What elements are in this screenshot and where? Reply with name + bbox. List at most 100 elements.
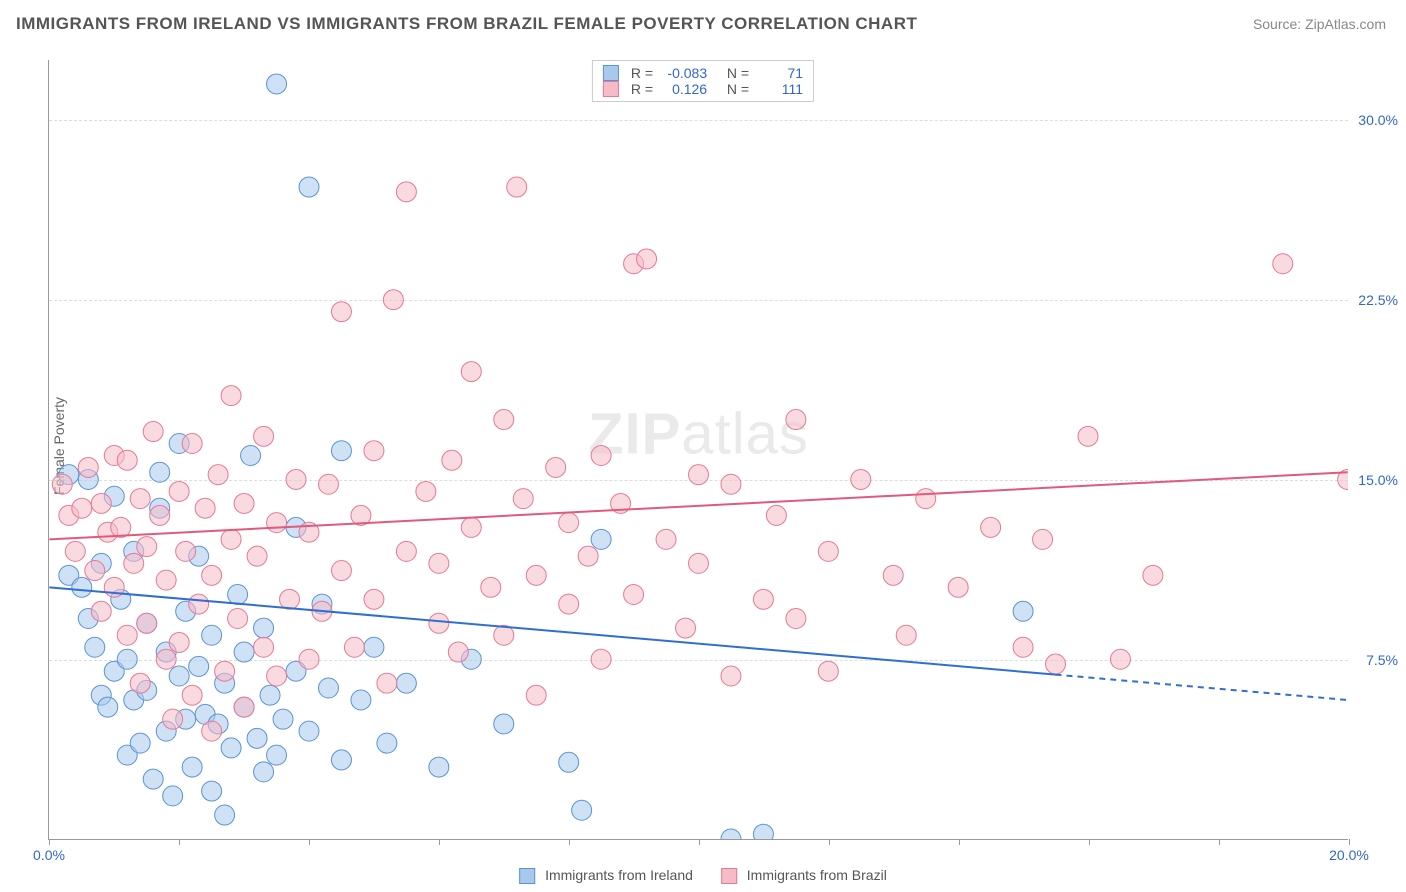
point-brazil [117, 625, 137, 645]
point-brazil [234, 493, 254, 513]
point-ireland [202, 625, 222, 645]
point-brazil [52, 474, 72, 494]
point-brazil [481, 577, 501, 597]
point-brazil [234, 697, 254, 717]
point-brazil [247, 546, 267, 566]
point-brazil [202, 721, 222, 741]
point-brazil [981, 517, 1001, 537]
point-brazil [85, 561, 105, 581]
point-ireland [163, 786, 183, 806]
point-brazil [507, 177, 527, 197]
point-brazil [948, 577, 968, 597]
point-brazil [1143, 565, 1163, 585]
point-ireland [202, 781, 222, 801]
x-tick [829, 839, 830, 845]
point-brazil [331, 302, 351, 322]
point-ireland [572, 800, 592, 820]
point-ireland [130, 733, 150, 753]
point-brazil [1046, 654, 1066, 674]
x-tick [699, 839, 700, 845]
point-ireland [559, 752, 579, 772]
point-brazil [286, 469, 306, 489]
point-brazil [1273, 254, 1293, 274]
point-brazil [416, 481, 436, 501]
point-ireland [377, 733, 397, 753]
scatter-plot-area: ZIPatlas 7.5%15.0%22.5%30.0%0.0%20.0% [48, 60, 1348, 840]
point-brazil [448, 642, 468, 662]
point-brazil [689, 553, 709, 573]
point-brazil [202, 565, 222, 585]
plot-svg [49, 60, 1348, 839]
point-ireland [143, 769, 163, 789]
point-brazil [513, 489, 533, 509]
point-ireland [273, 709, 293, 729]
point-brazil [344, 637, 364, 657]
point-brazil [429, 553, 449, 573]
point-brazil [318, 474, 338, 494]
point-brazil [137, 537, 157, 557]
point-brazil [182, 685, 202, 705]
point-ireland [351, 690, 371, 710]
point-brazil [383, 290, 403, 310]
point-brazil [377, 673, 397, 693]
point-brazil [818, 541, 838, 561]
point-brazil [721, 666, 741, 686]
point-ireland [299, 177, 319, 197]
legend-item-brazil: Immigrants from Brazil [721, 867, 887, 884]
swatch-ireland [603, 65, 619, 81]
point-brazil [189, 594, 209, 614]
point-brazil [267, 666, 287, 686]
legend-item-ireland: Immigrants from Ireland [519, 867, 693, 884]
point-brazil [208, 465, 228, 485]
point-brazil [169, 632, 189, 652]
point-ireland [182, 757, 202, 777]
point-ireland [72, 577, 92, 597]
point-ireland [221, 738, 241, 758]
point-brazil [1078, 426, 1098, 446]
point-ireland [494, 714, 514, 734]
source-attribution: Source: ZipAtlas.com [1253, 16, 1386, 32]
x-tick [1089, 839, 1090, 845]
point-brazil [624, 585, 644, 605]
swatch-brazil-icon [721, 868, 737, 884]
point-brazil [461, 362, 481, 382]
legend-row-brazil: R = 0.126 N = 111 [603, 81, 803, 97]
x-tick-label: 20.0% [1329, 847, 1369, 863]
point-brazil [124, 553, 144, 573]
point-ireland [267, 745, 287, 765]
point-ireland [364, 637, 384, 657]
point-brazil [182, 434, 202, 454]
point-brazil [130, 673, 150, 693]
point-ireland [753, 824, 773, 839]
point-brazil [818, 661, 838, 681]
point-brazil [72, 498, 92, 518]
y-tick-label: 22.5% [1353, 292, 1398, 308]
point-brazil [656, 529, 676, 549]
point-brazil [442, 450, 462, 470]
y-tick-label: 7.5% [1353, 652, 1398, 668]
point-brazil [364, 441, 384, 461]
point-ireland [228, 585, 248, 605]
series-legend: Immigrants from Ireland Immigrants from … [519, 867, 887, 884]
point-ireland [215, 805, 235, 825]
point-brazil [637, 249, 657, 269]
point-brazil [221, 529, 241, 549]
point-ireland [429, 757, 449, 777]
swatch-ireland-icon [519, 868, 535, 884]
point-brazil [91, 493, 111, 513]
point-brazil [1033, 529, 1053, 549]
point-ireland [117, 649, 137, 669]
x-tick [1219, 839, 1220, 845]
x-tick [959, 839, 960, 845]
x-tick [1349, 839, 1350, 845]
point-ireland [267, 74, 287, 94]
point-brazil [526, 685, 546, 705]
point-brazil [117, 450, 137, 470]
legend-row-ireland: R = -0.083 N = 71 [603, 65, 803, 81]
point-brazil [228, 608, 248, 628]
point-ireland [247, 728, 267, 748]
point-brazil [591, 446, 611, 466]
point-ireland [234, 642, 254, 662]
point-brazil [280, 589, 300, 609]
swatch-brazil [603, 81, 619, 97]
